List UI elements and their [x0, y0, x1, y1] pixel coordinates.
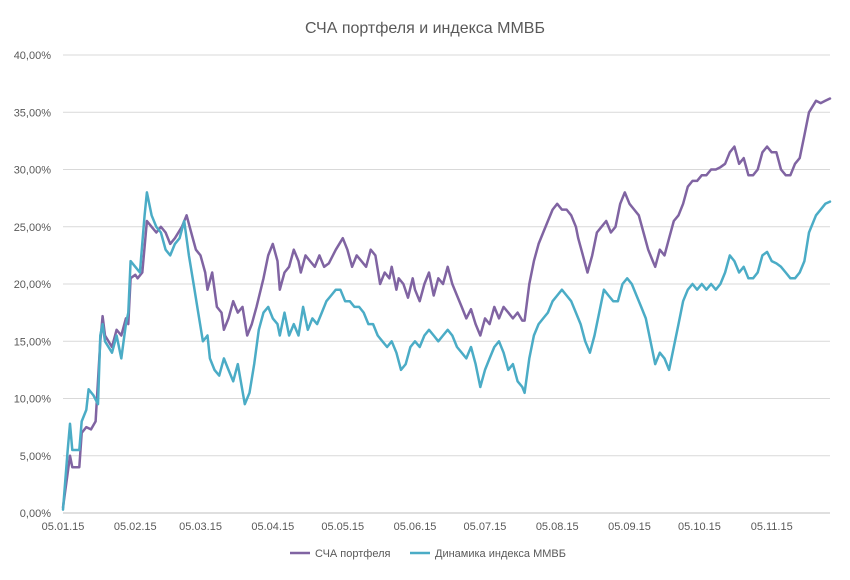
x-tick-label: 05.01.15: [42, 521, 85, 533]
x-tick-label: 05.10.15: [678, 521, 721, 533]
y-tick-label: 25,00%: [14, 222, 52, 234]
y-axis-ticks: 0,00% 5,00% 10,00% 15,00% 20,00% 25,00% 30,00%…: [14, 50, 52, 520]
x-tick-label: 05.11.15: [751, 521, 793, 533]
legend: СЧА портфеля Динамика индекса ММВБ: [290, 548, 566, 560]
y-tick-label: 15,00%: [14, 336, 52, 348]
y-tick-label: 0,00%: [20, 508, 51, 520]
y-tick-label: 35,00%: [14, 107, 52, 119]
y-tick-label: 5,00%: [20, 451, 51, 463]
y-tick-label: 20,00%: [14, 279, 52, 291]
y-tick-label: 40,00%: [14, 50, 52, 62]
y-tick-label: 30,00%: [14, 165, 52, 177]
x-tick-label: 05.07.15: [464, 521, 507, 533]
legend-label: СЧА портфеля: [315, 548, 391, 560]
x-tick-label: 05.03.15: [179, 521, 222, 533]
series-line-2: [61, 191, 832, 511]
legend-label: Динамика индекса ММВБ: [435, 548, 566, 560]
grid-layer: [63, 54, 830, 514]
series-layer: [61, 97, 832, 511]
x-axis-ticks: 05.01.15 05.02.15 05.03.15 05.04.15 05.05.15…: [42, 521, 793, 533]
x-tick-label: 05.02.15: [114, 521, 157, 533]
x-tick-label: 05.04.15: [251, 521, 294, 533]
series-line-1: [61, 97, 832, 509]
x-tick-label: 05.05.15: [321, 521, 364, 533]
chart-title: СЧА портфеля и индекса ММВБ: [305, 20, 545, 37]
x-tick-label: 05.09.15: [608, 521, 651, 533]
x-tick-label: 05.06.15: [394, 521, 437, 533]
y-tick-label: 10,00%: [14, 394, 52, 406]
x-tick-label: 05.08.15: [536, 521, 579, 533]
